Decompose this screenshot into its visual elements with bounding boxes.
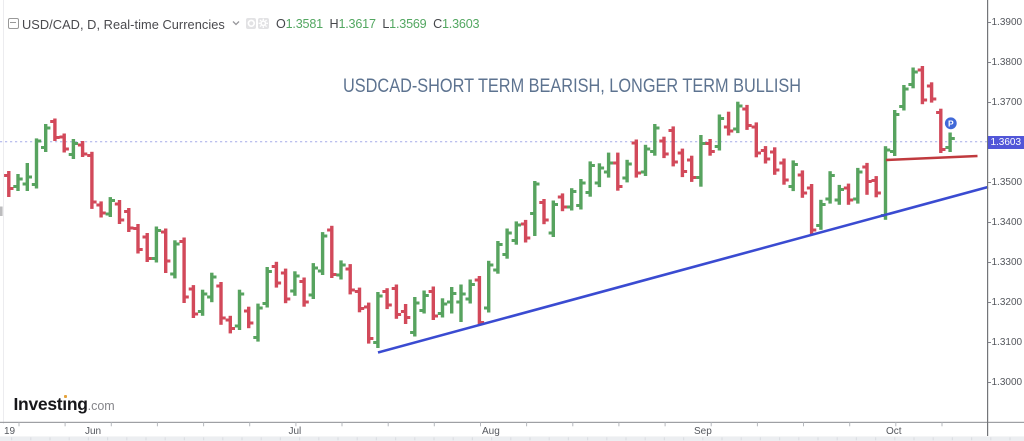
svg-text:P: P <box>948 118 954 128</box>
